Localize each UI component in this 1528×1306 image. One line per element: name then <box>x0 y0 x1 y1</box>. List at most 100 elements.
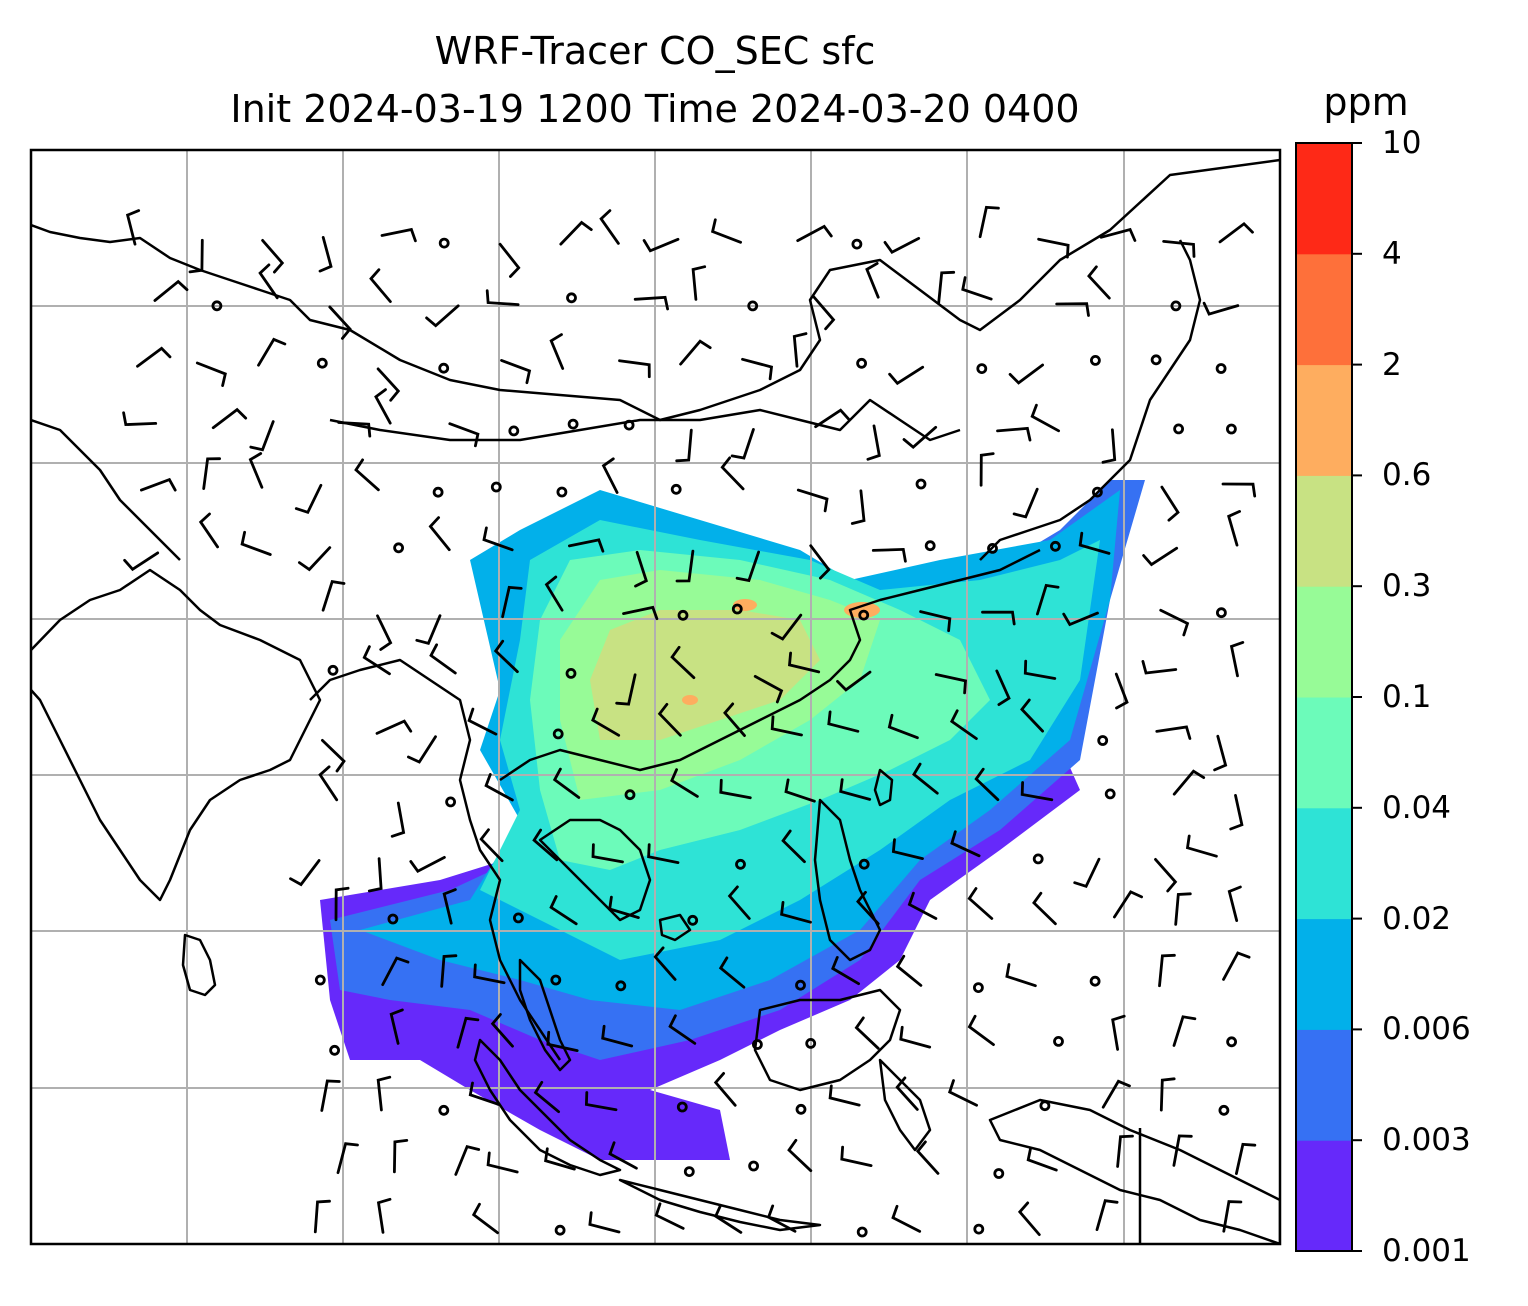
wind-barb <box>374 388 392 425</box>
wind-barb <box>1235 1142 1257 1175</box>
wind-barb <box>670 768 699 798</box>
wind-barb <box>809 544 831 580</box>
calm-wind-circle <box>795 979 806 991</box>
wind-barb <box>1037 237 1070 259</box>
wind-barb <box>407 735 437 764</box>
calm-wind-circle <box>924 540 936 552</box>
wind-barb <box>719 778 752 800</box>
wind-barb <box>865 262 880 299</box>
wind-barb <box>202 457 221 490</box>
wind-barb <box>354 458 380 492</box>
wind-barb <box>891 838 924 860</box>
wind-barb <box>153 279 189 302</box>
wind-barb <box>1162 240 1196 258</box>
wind-barb <box>428 516 451 552</box>
wind-barb <box>1172 1015 1197 1047</box>
wind-barb <box>967 887 994 920</box>
wind-barbs-layer <box>122 205 1257 1238</box>
wind-barb <box>484 773 514 802</box>
calm-wind-circle <box>677 609 689 621</box>
calm-wind-circle <box>513 912 524 924</box>
wind-barb <box>493 639 519 674</box>
wind-barb <box>393 1139 409 1174</box>
colorbar-tick-label: 2 <box>1382 346 1402 383</box>
calm-wind-circle <box>1218 1104 1230 1116</box>
coastline-java <box>618 1178 822 1232</box>
wind-barb <box>334 886 350 922</box>
colorbar-unit-label: ppm <box>1323 80 1409 124</box>
wind-barb <box>608 895 640 919</box>
map-title-line1: WRF-Tracer CO_SEC sfc <box>434 29 876 73</box>
calm-wind-circle <box>624 789 636 801</box>
coastline-west-asia <box>31 418 181 561</box>
wind-barb <box>440 954 458 988</box>
calm-wind-circle <box>973 1223 985 1235</box>
wind-barb <box>766 1204 797 1233</box>
wind-barb <box>891 1204 922 1233</box>
wind-barb <box>289 859 321 887</box>
wind-barb <box>787 1138 813 1173</box>
calm-wind-circle <box>687 914 699 926</box>
wind-barb <box>1158 953 1176 988</box>
wind-barb <box>1172 769 1206 796</box>
wind-barb <box>753 675 784 704</box>
calm-wind-circle <box>432 486 444 498</box>
wind-barb <box>1155 725 1192 740</box>
wind-barb <box>599 209 620 245</box>
wind-barb <box>367 857 383 893</box>
coastline-india <box>31 568 322 902</box>
wind-barb <box>899 1025 932 1049</box>
wind-barb <box>723 702 746 737</box>
wind-barb <box>1062 611 1099 627</box>
wind-barb <box>1160 485 1180 522</box>
wind-barb <box>337 421 372 438</box>
wind-barb <box>831 956 860 986</box>
wind-barb <box>675 549 695 583</box>
wind-barb <box>1017 1201 1041 1236</box>
colorbar-tick-label: 0.3 <box>1382 568 1432 605</box>
wind-barb <box>827 710 860 733</box>
calm-wind-circle <box>327 664 339 676</box>
calm-wind-circle <box>805 1038 817 1049</box>
wind-barb <box>1095 1199 1119 1231</box>
wind-barb <box>1174 892 1192 926</box>
wind-barb <box>1020 781 1054 802</box>
colorbar-segment <box>1296 807 1352 920</box>
calm-wind-circle <box>858 858 870 870</box>
wind-barb <box>591 843 624 864</box>
calm-wind-circle <box>554 1224 566 1236</box>
wind-barb <box>240 530 272 556</box>
wind-barb <box>670 645 696 680</box>
coastline-indochina <box>538 818 652 922</box>
wind-barb <box>318 765 339 802</box>
wind-barb <box>653 946 677 981</box>
wind-barb <box>780 901 812 924</box>
wind-barb <box>871 547 907 563</box>
wind-barb <box>584 1091 618 1112</box>
wind-barb <box>608 1141 638 1170</box>
wind-barb <box>198 512 219 549</box>
wind-barb <box>1032 891 1057 926</box>
wind-barb <box>934 673 967 695</box>
wind-barb <box>442 888 457 925</box>
calm-wind-circle <box>851 238 863 250</box>
wind-barb <box>679 339 712 366</box>
wind-barb <box>376 614 393 651</box>
wind-barb <box>318 236 333 273</box>
wind-barb <box>409 856 446 873</box>
calm-wind-circle <box>1226 423 1237 435</box>
wind-barb <box>654 1202 685 1230</box>
wind-barb <box>298 546 332 572</box>
calm-wind-circle <box>856 357 867 369</box>
wind-barb <box>456 1016 480 1049</box>
wind-barb <box>568 538 605 553</box>
wind-barb <box>912 762 939 795</box>
calm-wind-circle <box>748 1160 759 1172</box>
wind-barb <box>615 673 637 706</box>
wind-barb <box>895 1076 919 1111</box>
wind-barb <box>839 778 872 801</box>
wind-barb <box>1141 660 1178 675</box>
wind-barb <box>1114 672 1129 710</box>
wind-barb <box>887 713 919 740</box>
coastline-north <box>31 158 1280 422</box>
